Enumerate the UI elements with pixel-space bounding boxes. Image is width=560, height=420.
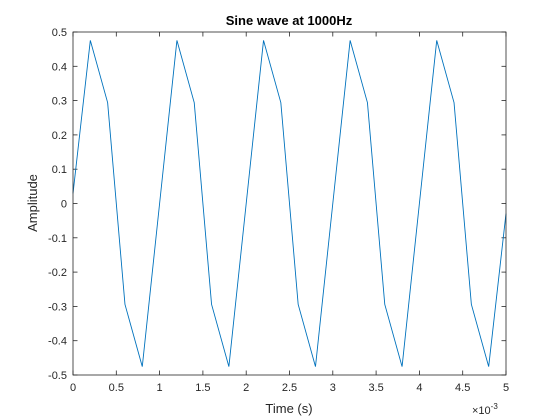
- y-tick-label: -0.4: [48, 336, 67, 348]
- y-tick-label: 0.2: [52, 130, 67, 142]
- x-tick-label: 0.5: [109, 382, 124, 394]
- y-tick-label: -0.2: [48, 267, 67, 279]
- x-axis-exponent-base: ×10: [472, 405, 491, 417]
- y-tick-label: 0.1: [52, 164, 67, 176]
- x-axis-label: Time (s): [265, 401, 312, 416]
- x-tick-label: 5: [503, 382, 509, 394]
- series-line: [72, 40, 507, 367]
- x-tick-label: 2: [243, 382, 249, 394]
- x-axis-exponent: ×10-3: [472, 402, 498, 417]
- x-tick-label: 1.5: [195, 382, 210, 394]
- y-tick-label: -0.1: [48, 233, 67, 245]
- x-axis-exponent-power: -3: [491, 402, 499, 411]
- x-tick-label: 1: [157, 382, 163, 394]
- x-tick-labels: 0 0.5 1 1.5 2 2.5 3 3.5 4 4.5 5: [70, 382, 509, 394]
- plot-frame: [72, 31, 507, 376]
- y-tick-label: -0.5: [48, 370, 67, 382]
- x-tick-label: 3: [330, 382, 336, 394]
- y-tick-label: 0.5: [52, 27, 67, 39]
- y-axis-label: Amplitude: [25, 174, 40, 232]
- x-tick-label: 4.5: [455, 382, 470, 394]
- x-tick-label: 0: [70, 382, 76, 394]
- x-tick-label: 2.5: [282, 382, 297, 394]
- x-tick-label: 4: [416, 382, 422, 394]
- y-tick-label: 0.4: [52, 61, 67, 73]
- y-tick-label: 0: [61, 199, 67, 211]
- x-tick-label: 3.5: [368, 382, 383, 394]
- y-tick-labels: -0.5 -0.4 -0.3 -0.2 -0.1 0 0.1 0.2 0.3 0.4 0.5: [48, 27, 67, 382]
- y-tick-label: -0.3: [48, 301, 67, 313]
- y-tick-label: 0.3: [52, 96, 67, 108]
- chart-title: Sine wave at 1000Hz: [226, 13, 353, 28]
